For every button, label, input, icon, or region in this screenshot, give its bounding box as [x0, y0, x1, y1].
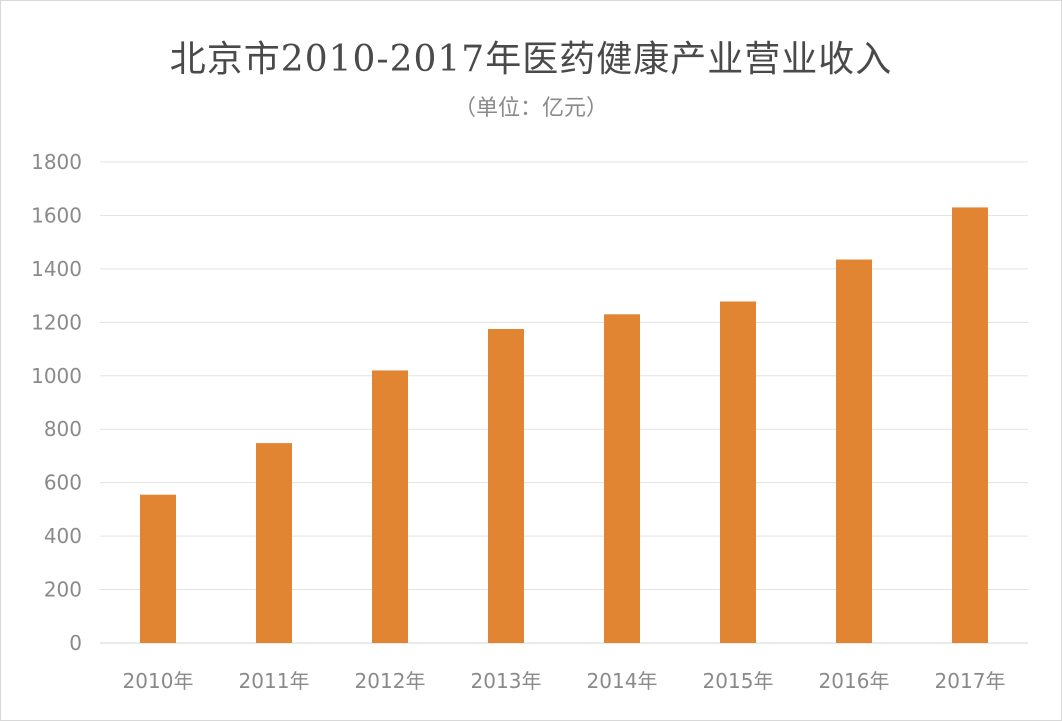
x-tick-label: 2012年	[355, 669, 426, 693]
bar-2	[256, 443, 292, 643]
x-tick-label: 2013年	[471, 669, 542, 693]
x-tick-label: 2017年	[935, 669, 1006, 693]
bar-7	[836, 259, 872, 643]
chart-subtitle: （单位：亿元）	[453, 96, 608, 121]
y-tick-label: 600	[44, 471, 82, 495]
chart-title: 北京市2010-2017年医药健康产业营业收入	[169, 39, 893, 80]
y-tick-label: 0	[69, 631, 82, 655]
x-axis-ticks: 2010年 2011年 2012年 2013年 2014年 2015年 2016年 2017年	[123, 669, 1006, 693]
x-tick-label: 2016年	[819, 669, 890, 693]
bars	[140, 207, 988, 643]
x-tick-label: 2015年	[703, 669, 774, 693]
x-tick-label: 2010年	[123, 669, 194, 693]
bar-6	[720, 301, 756, 643]
y-tick-label: 400	[44, 524, 82, 548]
y-tick-label: 1200	[31, 310, 82, 334]
y-tick-label: 1400	[31, 257, 82, 281]
gridlines	[100, 161, 1028, 644]
x-tick-label: 2011年	[239, 669, 310, 693]
y-axis-ticks: 0 200 400 600 800 1000 1200 1400 1600 1800	[31, 150, 82, 655]
y-tick-label: 200	[44, 578, 82, 602]
bar-1	[140, 494, 176, 643]
bar-4	[488, 329, 524, 643]
y-tick-label: 1000	[31, 364, 82, 388]
y-tick-label: 1600	[31, 203, 82, 227]
bar-8	[952, 207, 988, 643]
y-tick-label: 800	[44, 417, 82, 441]
x-tick-label: 2014年	[587, 669, 658, 693]
bar-5	[604, 314, 640, 643]
y-tick-label: 1800	[31, 150, 82, 174]
bar-3	[372, 370, 408, 643]
